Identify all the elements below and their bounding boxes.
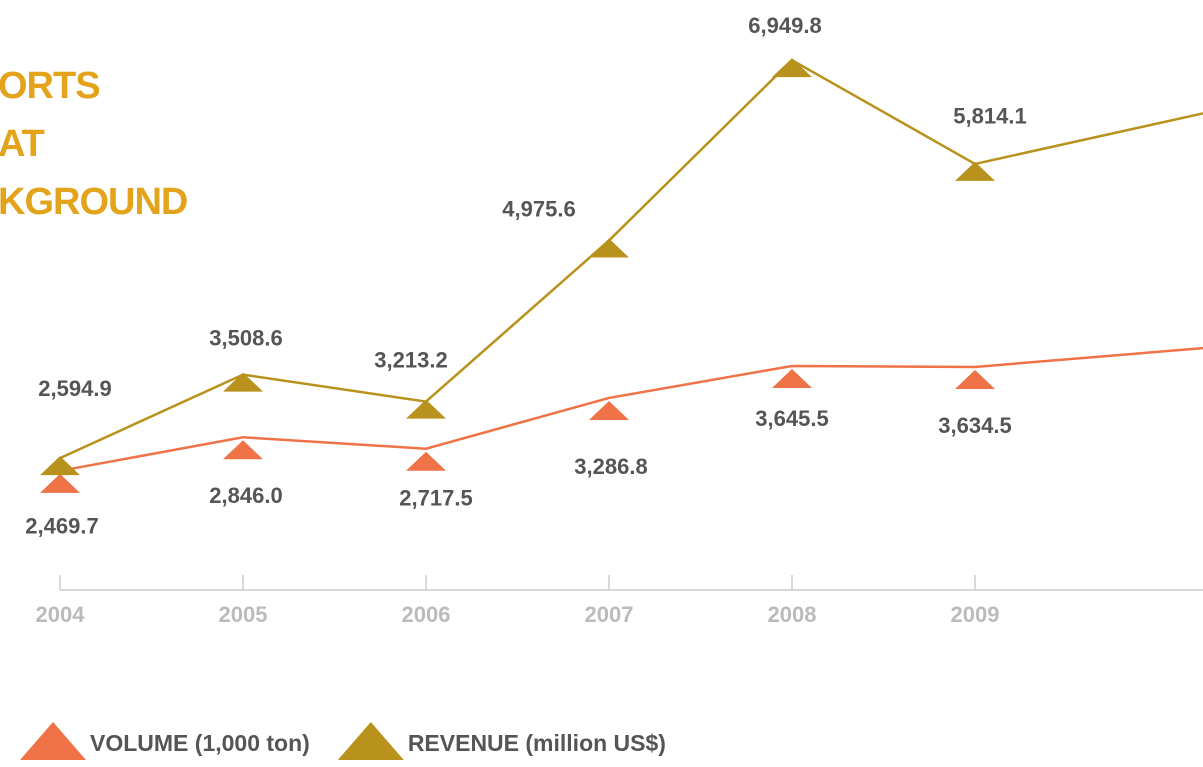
marker	[955, 369, 995, 389]
legend-marker	[337, 722, 404, 760]
chart-title: ORTS	[0, 65, 100, 107]
marker	[223, 440, 263, 460]
chart-title: AT	[0, 123, 45, 165]
data-label: 3,213.2	[374, 347, 447, 372]
x-tick-label: 2006	[402, 602, 451, 627]
data-label: 5,814.1	[953, 104, 1026, 129]
marker	[223, 372, 263, 392]
marker	[40, 473, 80, 493]
marker	[406, 451, 446, 471]
marker	[40, 456, 80, 476]
data-label: 3,634.5	[938, 413, 1011, 438]
marker	[955, 161, 995, 181]
data-label: 6,949.8	[748, 13, 821, 38]
marker	[589, 238, 629, 258]
series-line	[59, 346, 1203, 473]
data-label: 2,717.5	[399, 486, 472, 511]
series-line	[59, 58, 1203, 460]
marker	[589, 400, 629, 420]
chart-title: KGROUND	[0, 181, 187, 223]
marker	[772, 368, 812, 388]
x-tick-label: 2004	[36, 602, 86, 627]
legend-label: REVENUE (million US$)	[408, 730, 666, 756]
marker	[772, 58, 812, 78]
marker	[406, 399, 446, 419]
x-tick-label: 2008	[768, 602, 817, 627]
data-label: 2,469.7	[25, 514, 98, 539]
data-label: 4,975.6	[502, 196, 575, 221]
x-tick-label: 2007	[585, 602, 634, 627]
data-label: 3,508.6	[209, 325, 282, 350]
legend-label: VOLUME (1,000 ton)	[90, 730, 310, 756]
data-label: 2,594.9	[38, 376, 111, 401]
data-label: 2,846.0	[209, 483, 282, 508]
data-label: 3,645.5	[755, 406, 828, 431]
x-tick-label: 2009	[951, 602, 1000, 627]
data-label: 3,286.8	[574, 454, 647, 479]
x-tick-label: 2005	[219, 602, 268, 627]
legend-marker	[20, 722, 86, 760]
